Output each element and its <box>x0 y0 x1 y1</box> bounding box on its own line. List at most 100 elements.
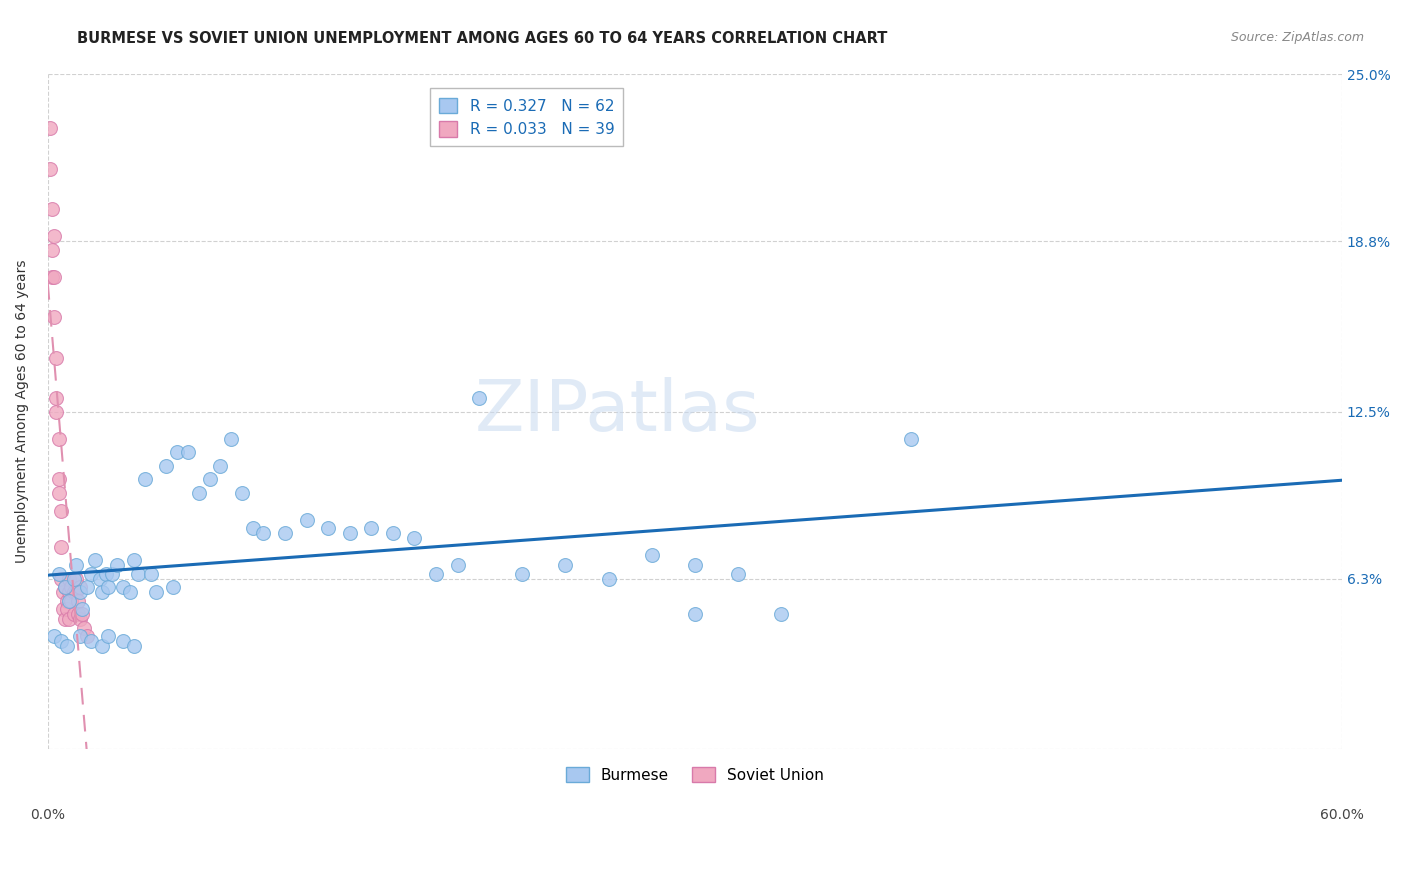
Point <box>295 512 318 526</box>
Point <box>425 566 447 581</box>
Point <box>65 585 87 599</box>
Point <box>209 458 232 473</box>
Point <box>89 572 111 586</box>
Point <box>69 612 91 626</box>
Point <box>49 504 72 518</box>
Point <box>41 202 63 216</box>
Point <box>274 526 297 541</box>
Point <box>56 640 79 654</box>
Point <box>72 607 94 621</box>
Point <box>49 572 72 586</box>
Point <box>53 580 76 594</box>
Point <box>683 558 706 573</box>
Text: 0.0%: 0.0% <box>31 808 65 822</box>
Point <box>44 310 66 324</box>
Point <box>219 432 242 446</box>
Point <box>52 601 75 615</box>
Point <box>122 640 145 654</box>
Point <box>598 572 620 586</box>
Point <box>242 521 264 535</box>
Point <box>97 629 120 643</box>
Point <box>45 351 67 365</box>
Point <box>48 485 70 500</box>
Point <box>62 572 84 586</box>
Y-axis label: Unemployment Among Ages 60 to 64 years: Unemployment Among Ages 60 to 64 years <box>15 260 30 563</box>
Point <box>80 566 103 581</box>
Point <box>44 229 66 244</box>
Point <box>187 485 209 500</box>
Point <box>62 585 84 599</box>
Point <box>554 558 576 573</box>
Point <box>66 593 89 607</box>
Point <box>97 580 120 594</box>
Point <box>105 558 128 573</box>
Point <box>45 404 67 418</box>
Point <box>127 566 149 581</box>
Point <box>80 634 103 648</box>
Point <box>76 629 98 643</box>
Point <box>44 269 66 284</box>
Point <box>118 585 141 599</box>
Text: ZIPatlas: ZIPatlas <box>474 377 761 446</box>
Point <box>84 553 107 567</box>
Point <box>166 445 188 459</box>
Point <box>69 580 91 594</box>
Point <box>52 585 75 599</box>
Point <box>44 629 66 643</box>
Point <box>69 629 91 643</box>
Text: 60.0%: 60.0% <box>1320 808 1364 822</box>
Point <box>66 607 89 621</box>
Point <box>404 532 426 546</box>
Point <box>510 566 533 581</box>
Point <box>62 607 84 621</box>
Point <box>231 485 253 500</box>
Point <box>60 593 83 607</box>
Point <box>41 269 63 284</box>
Point <box>38 121 60 136</box>
Point <box>58 593 80 607</box>
Point <box>122 553 145 567</box>
Point <box>468 391 491 405</box>
Point <box>90 585 112 599</box>
Point <box>48 432 70 446</box>
Point <box>58 572 80 586</box>
Point <box>45 391 67 405</box>
Point <box>76 580 98 594</box>
Point <box>198 472 221 486</box>
Point <box>727 566 749 581</box>
Point <box>48 472 70 486</box>
Point <box>770 607 793 621</box>
Point <box>53 612 76 626</box>
Point <box>65 572 87 586</box>
Point <box>683 607 706 621</box>
Point <box>58 585 80 599</box>
Point <box>316 521 339 535</box>
Point <box>73 621 96 635</box>
Point <box>446 558 468 573</box>
Point <box>49 540 72 554</box>
Point <box>101 566 124 581</box>
Point <box>145 585 167 599</box>
Point <box>90 640 112 654</box>
Point <box>94 566 117 581</box>
Point <box>381 526 404 541</box>
Point <box>641 548 664 562</box>
Point <box>56 601 79 615</box>
Point <box>38 161 60 176</box>
Point <box>72 601 94 615</box>
Point <box>360 521 382 535</box>
Point <box>60 580 83 594</box>
Point <box>339 526 361 541</box>
Point <box>141 566 163 581</box>
Legend: Burmese, Soviet Union: Burmese, Soviet Union <box>560 761 830 789</box>
Point <box>252 526 274 541</box>
Point <box>48 566 70 581</box>
Point <box>155 458 177 473</box>
Point <box>177 445 200 459</box>
Text: BURMESE VS SOVIET UNION UNEMPLOYMENT AMONG AGES 60 TO 64 YEARS CORRELATION CHART: BURMESE VS SOVIET UNION UNEMPLOYMENT AMO… <box>77 31 887 46</box>
Point <box>162 580 184 594</box>
Point <box>69 585 91 599</box>
Point <box>112 634 135 648</box>
Point <box>65 558 87 573</box>
Point <box>56 593 79 607</box>
